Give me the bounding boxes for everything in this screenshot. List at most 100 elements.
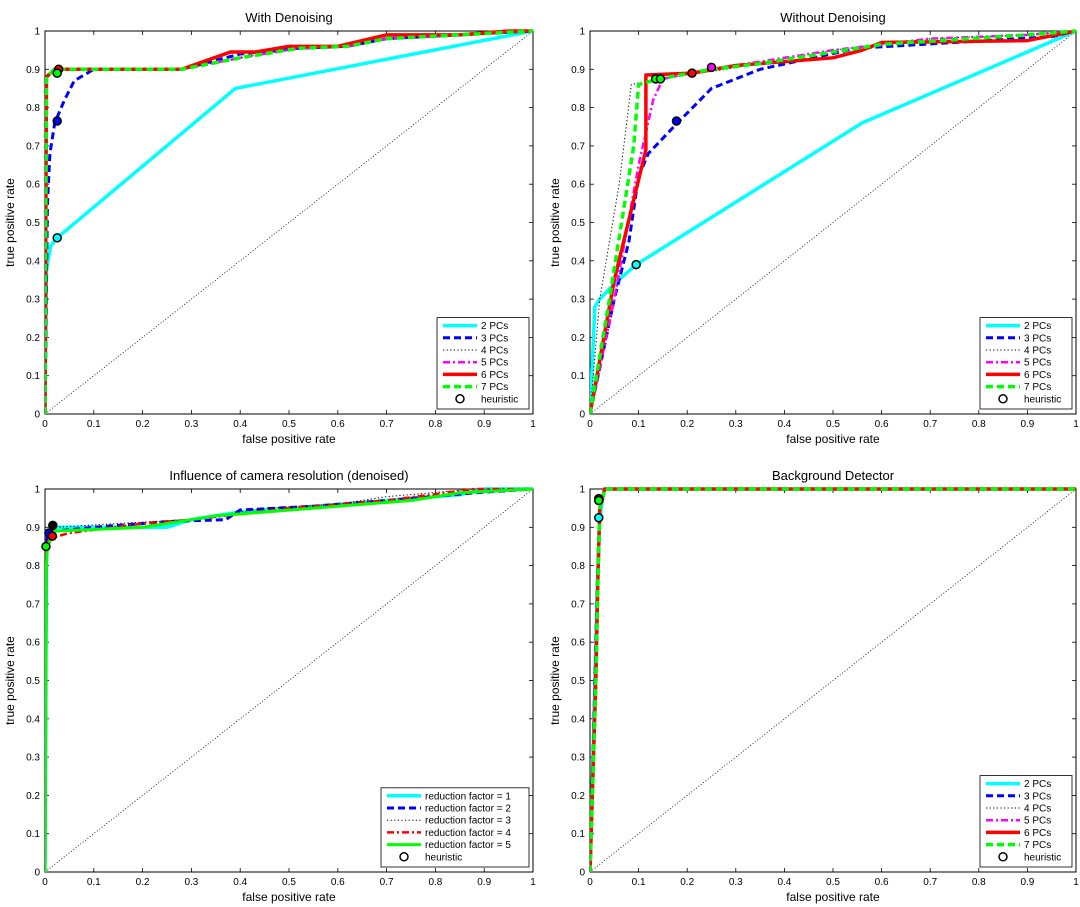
x-tick-label: 0.1 (87, 877, 101, 888)
y-tick-label: 1 (579, 485, 585, 496)
chart-title: Without Denoising (780, 10, 886, 25)
y-axis-label: true positive rate (3, 178, 17, 267)
chart-panel-4: 0 0.1 0.2 0.3 0.4 0.5 0.6 0.7 0.8 0.9 1 0 0.1 0.2 0.3 0… (548, 468, 1079, 904)
heuristic-marker (41, 541, 51, 552)
x-tick-label: 0.1 (87, 419, 101, 430)
x-tick-label: 0.9 (477, 877, 491, 888)
legend-label: heuristic (1024, 852, 1061, 863)
y-tick-label: 0.2 (571, 791, 585, 802)
series-line-6 (590, 487, 1076, 872)
y-tick-label: 0.9 (26, 65, 40, 76)
y-tick-label: 0.2 (571, 333, 585, 344)
x-tick-label: 0.4 (777, 877, 791, 888)
x-tick-label: 1 (530, 419, 536, 430)
x-tick-label: 0.3 (729, 877, 743, 888)
legend-label: reduction factor = 5 (425, 840, 511, 851)
heuristic-marker (706, 62, 717, 73)
y-tick-label: 0.1 (571, 829, 585, 840)
x-tick-label: 0 (42, 877, 48, 888)
y-tick-label: 0.4 (26, 256, 40, 267)
legend-label: 3 PCs (1024, 333, 1051, 344)
y-tick-label: 0.3 (26, 295, 40, 306)
heuristic-marker (687, 68, 697, 78)
heuristic-marker (671, 116, 682, 126)
x-tick-label: 0.5 (282, 877, 296, 888)
x-tick-label: 0.6 (331, 877, 345, 888)
x-tick-label: 0.4 (777, 419, 791, 430)
x-axis-label: false positive rate (242, 890, 336, 904)
y-tick-label: 0 (579, 410, 585, 421)
legend-heuristic-marker (998, 394, 1008, 404)
y-tick-label: 1 (34, 485, 40, 496)
heuristic-marker (593, 512, 604, 523)
x-tick-label: 1 (1073, 877, 1079, 888)
y-tick-label: 1 (579, 27, 585, 38)
x-tick-label: 0.5 (826, 877, 840, 888)
legend-label: heuristic (481, 394, 518, 405)
y-tick-label: 0.1 (571, 371, 585, 382)
legend-label: heuristic (1024, 394, 1061, 405)
x-tick-label: 0.7 (923, 877, 937, 888)
legend-label: 7 PCs (1024, 840, 1051, 851)
x-tick-label: 1 (1073, 419, 1079, 430)
y-tick-label: 0.9 (571, 523, 585, 534)
x-tick-label: 0.2 (136, 877, 150, 888)
chance-diagonal (589, 30, 1077, 415)
x-tick-label: 0.1 (632, 419, 646, 430)
x-axis-label: false positive rate (786, 432, 880, 446)
legend-box (979, 317, 1073, 410)
chart-title: With Denoising (245, 10, 332, 25)
x-tick-label: 1 (530, 877, 536, 888)
x-tick-label: 0.2 (680, 877, 694, 888)
chart-panel-3: 0 0.1 0.2 0.3 0.4 0.5 0.6 0.7 0.8 0.9 1 0 0.1 0.2 0.3 0… (3, 468, 536, 904)
y-tick-label: 0.8 (26, 103, 40, 114)
y-tick-label: 0.4 (571, 256, 585, 267)
y-tick-label: 0 (579, 868, 585, 879)
y-tick-label: 0.6 (26, 638, 40, 649)
x-tick-label: 0.7 (380, 877, 394, 888)
y-tick-label: 0.2 (26, 333, 40, 344)
y-tick-label: 0.7 (571, 141, 585, 152)
y-tick-label: 0.9 (571, 65, 585, 76)
legend-label: 2 PCs (1024, 779, 1051, 790)
series-group (590, 29, 1076, 414)
x-tick-label: 0.6 (331, 419, 345, 430)
chance-diagonal (589, 488, 1077, 873)
legend-box (979, 775, 1073, 868)
legend-label: heuristic (425, 852, 462, 863)
chart-title: Influence of camera resolution (denoised… (169, 468, 408, 483)
legend-label: 5 PCs (481, 358, 508, 369)
y-tick-label: 0.4 (26, 714, 40, 725)
y-tick-label: 0.9 (26, 523, 40, 534)
y-tick-label: 0.8 (26, 561, 40, 572)
series-line-2 (45, 487, 533, 872)
heuristic-marker (47, 531, 58, 541)
y-tick-label: 0.5 (571, 218, 585, 229)
x-tick-label: 0.6 (875, 877, 889, 888)
legend-label: reduction factor = 2 (425, 804, 511, 815)
x-tick-label: 0.2 (136, 419, 150, 430)
y-axis-label: true positive rate (548, 636, 562, 725)
x-tick-label: 0.9 (477, 419, 491, 430)
legend-label: 4 PCs (481, 346, 508, 357)
y-tick-label: 0 (34, 410, 40, 421)
x-tick-label: 0.7 (380, 419, 394, 430)
x-tick-label: 0.5 (282, 419, 296, 430)
legend-label: 4 PCs (1024, 804, 1051, 815)
x-tick-label: 0.3 (184, 877, 198, 888)
x-axis-label: false positive rate (242, 432, 336, 446)
legend-label: reduction factor = 4 (425, 828, 511, 839)
x-tick-label: 0 (587, 877, 593, 888)
y-tick-label: 1 (34, 27, 40, 38)
x-tick-label: 0.8 (428, 419, 442, 430)
legend: reduction factor = 1 reduction factor = 2… (380, 787, 530, 868)
legend-label: 6 PCs (481, 370, 508, 381)
x-tick-label: 0.8 (972, 419, 986, 430)
heuristic-marker (593, 495, 604, 506)
x-tick-label: 0.9 (1020, 419, 1034, 430)
legend-label: 7 PCs (481, 382, 508, 393)
y-tick-label: 0.5 (26, 676, 40, 687)
